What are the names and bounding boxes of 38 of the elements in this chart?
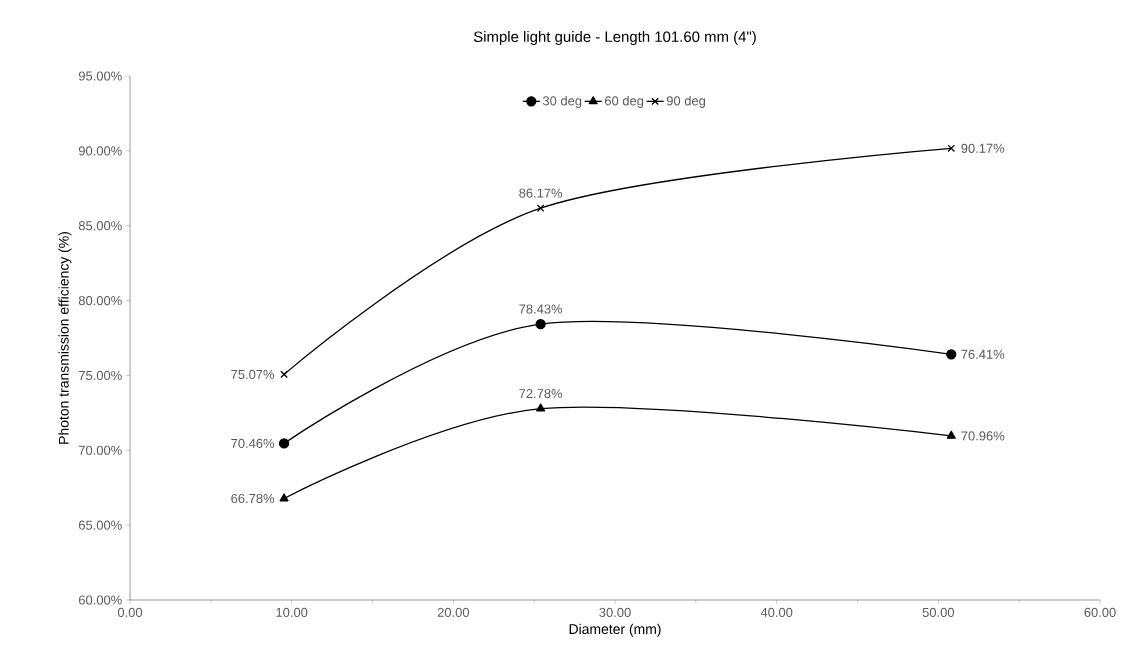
x-tick-label: 30.00 xyxy=(599,607,631,617)
data-label: 70.46% xyxy=(231,438,275,448)
data-label: 76.41% xyxy=(961,349,1005,359)
y-axis-title: Photon transmission efficiency (%) xyxy=(58,232,72,444)
x-tick-label: 20.00 xyxy=(437,607,470,617)
x-tick-label: 60.00 xyxy=(1084,607,1116,617)
point xyxy=(535,318,546,330)
x-tick-label: 10.00 xyxy=(276,607,308,617)
y-tick-label: 60.00% xyxy=(78,595,122,605)
legend-label: 30 deg xyxy=(542,95,582,108)
point xyxy=(536,204,545,213)
data-label: 66.78% xyxy=(231,493,275,504)
x-tick-label: 50.00 xyxy=(922,607,955,617)
point xyxy=(280,370,288,379)
data-label: 70.96% xyxy=(961,431,1005,441)
point xyxy=(946,430,956,439)
x-tick-label: 40.00 xyxy=(760,607,793,617)
y-tick-label: 90.00% xyxy=(78,146,122,156)
data-label: 75.07% xyxy=(231,369,275,379)
chart-title: Simple light guide - Length 101.60 mm (4") xyxy=(473,31,756,45)
data-label: 86.17% xyxy=(519,188,563,198)
point xyxy=(278,438,290,449)
x-tick-label: 0.00 xyxy=(117,607,143,617)
x-axis-title: Diameter (mm) xyxy=(569,623,661,637)
y-tick-label: 95.00% xyxy=(78,71,122,81)
data-label: 78.43% xyxy=(519,304,563,314)
point xyxy=(536,403,546,412)
legend-label: 90 deg xyxy=(666,95,706,108)
point xyxy=(946,349,957,360)
data-label: 72.78% xyxy=(519,389,563,399)
y-tick-label: 65.00% xyxy=(78,520,122,530)
y-tick-label: 85.00% xyxy=(78,221,122,231)
y-tick-label: 80.00% xyxy=(78,295,122,306)
legend-label: 60 deg xyxy=(605,95,644,108)
data-label: 90.17% xyxy=(961,143,1005,153)
point xyxy=(279,493,289,502)
y-tick-label: 75.00% xyxy=(78,370,122,381)
y-tick-label: 70.00% xyxy=(78,445,122,455)
